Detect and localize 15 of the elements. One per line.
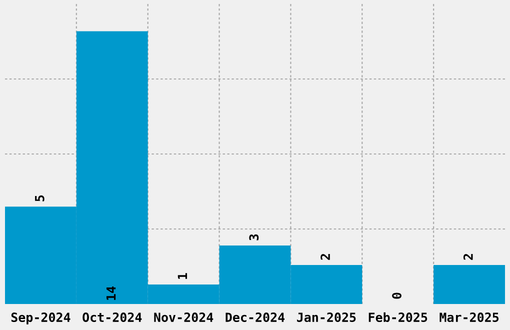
x-tick-label: Oct-2024 (82, 312, 142, 322)
x-tick-label: Sep-2024 (11, 312, 70, 324)
x-tick-label: Jan-2025 (296, 312, 356, 322)
x-tick-label: Mar-2025 (440, 312, 499, 322)
x-tick-label: Feb-2025 (368, 312, 428, 322)
data-label: 1 (178, 273, 188, 279)
data-label: 5 (35, 195, 44, 202)
data-label: 14 (106, 286, 116, 300)
bar (434, 265, 505, 304)
x-tick-label: Nov-2024 (154, 312, 214, 322)
data-label: 2 (463, 254, 473, 260)
data-label: 0 (392, 292, 402, 299)
x-tick-label: Dec-2024 (226, 312, 285, 322)
data-label: 3 (249, 234, 259, 240)
data-label: 2 (320, 254, 330, 260)
